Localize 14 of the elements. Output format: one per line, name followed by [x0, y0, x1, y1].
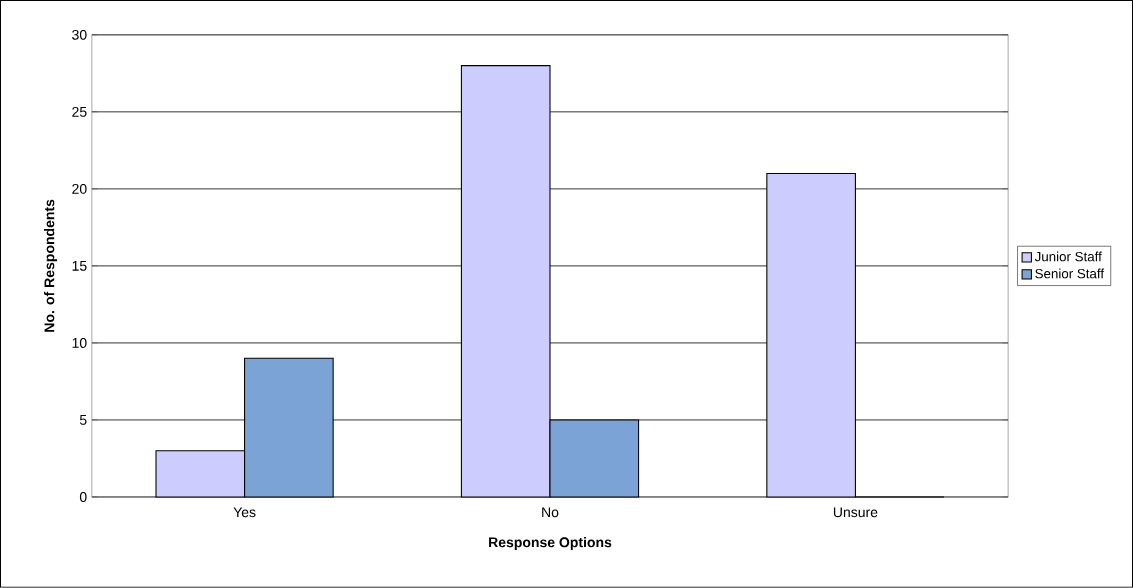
y-tick-label: 5	[79, 415, 87, 425]
x-tick-label: Unsure	[833, 507, 878, 518]
y-tick-label: 25	[72, 106, 87, 117]
legend-label: Senior Staff	[1035, 268, 1105, 279]
y-tick-label: 0	[79, 492, 87, 503]
y-tick-label: 20	[72, 184, 87, 194]
y-tick-label: 30	[72, 29, 87, 40]
legend-label: Junior Staff	[1034, 251, 1102, 262]
y-tick-label: 10	[72, 338, 87, 348]
y-tick-label: 15	[72, 261, 87, 271]
x-tick-label: No	[542, 507, 559, 518]
x-axis-title: Response Options	[489, 537, 612, 551]
y-axis-title: No. of Respondents	[44, 199, 58, 332]
x-tick-label: Yes	[233, 507, 256, 518]
